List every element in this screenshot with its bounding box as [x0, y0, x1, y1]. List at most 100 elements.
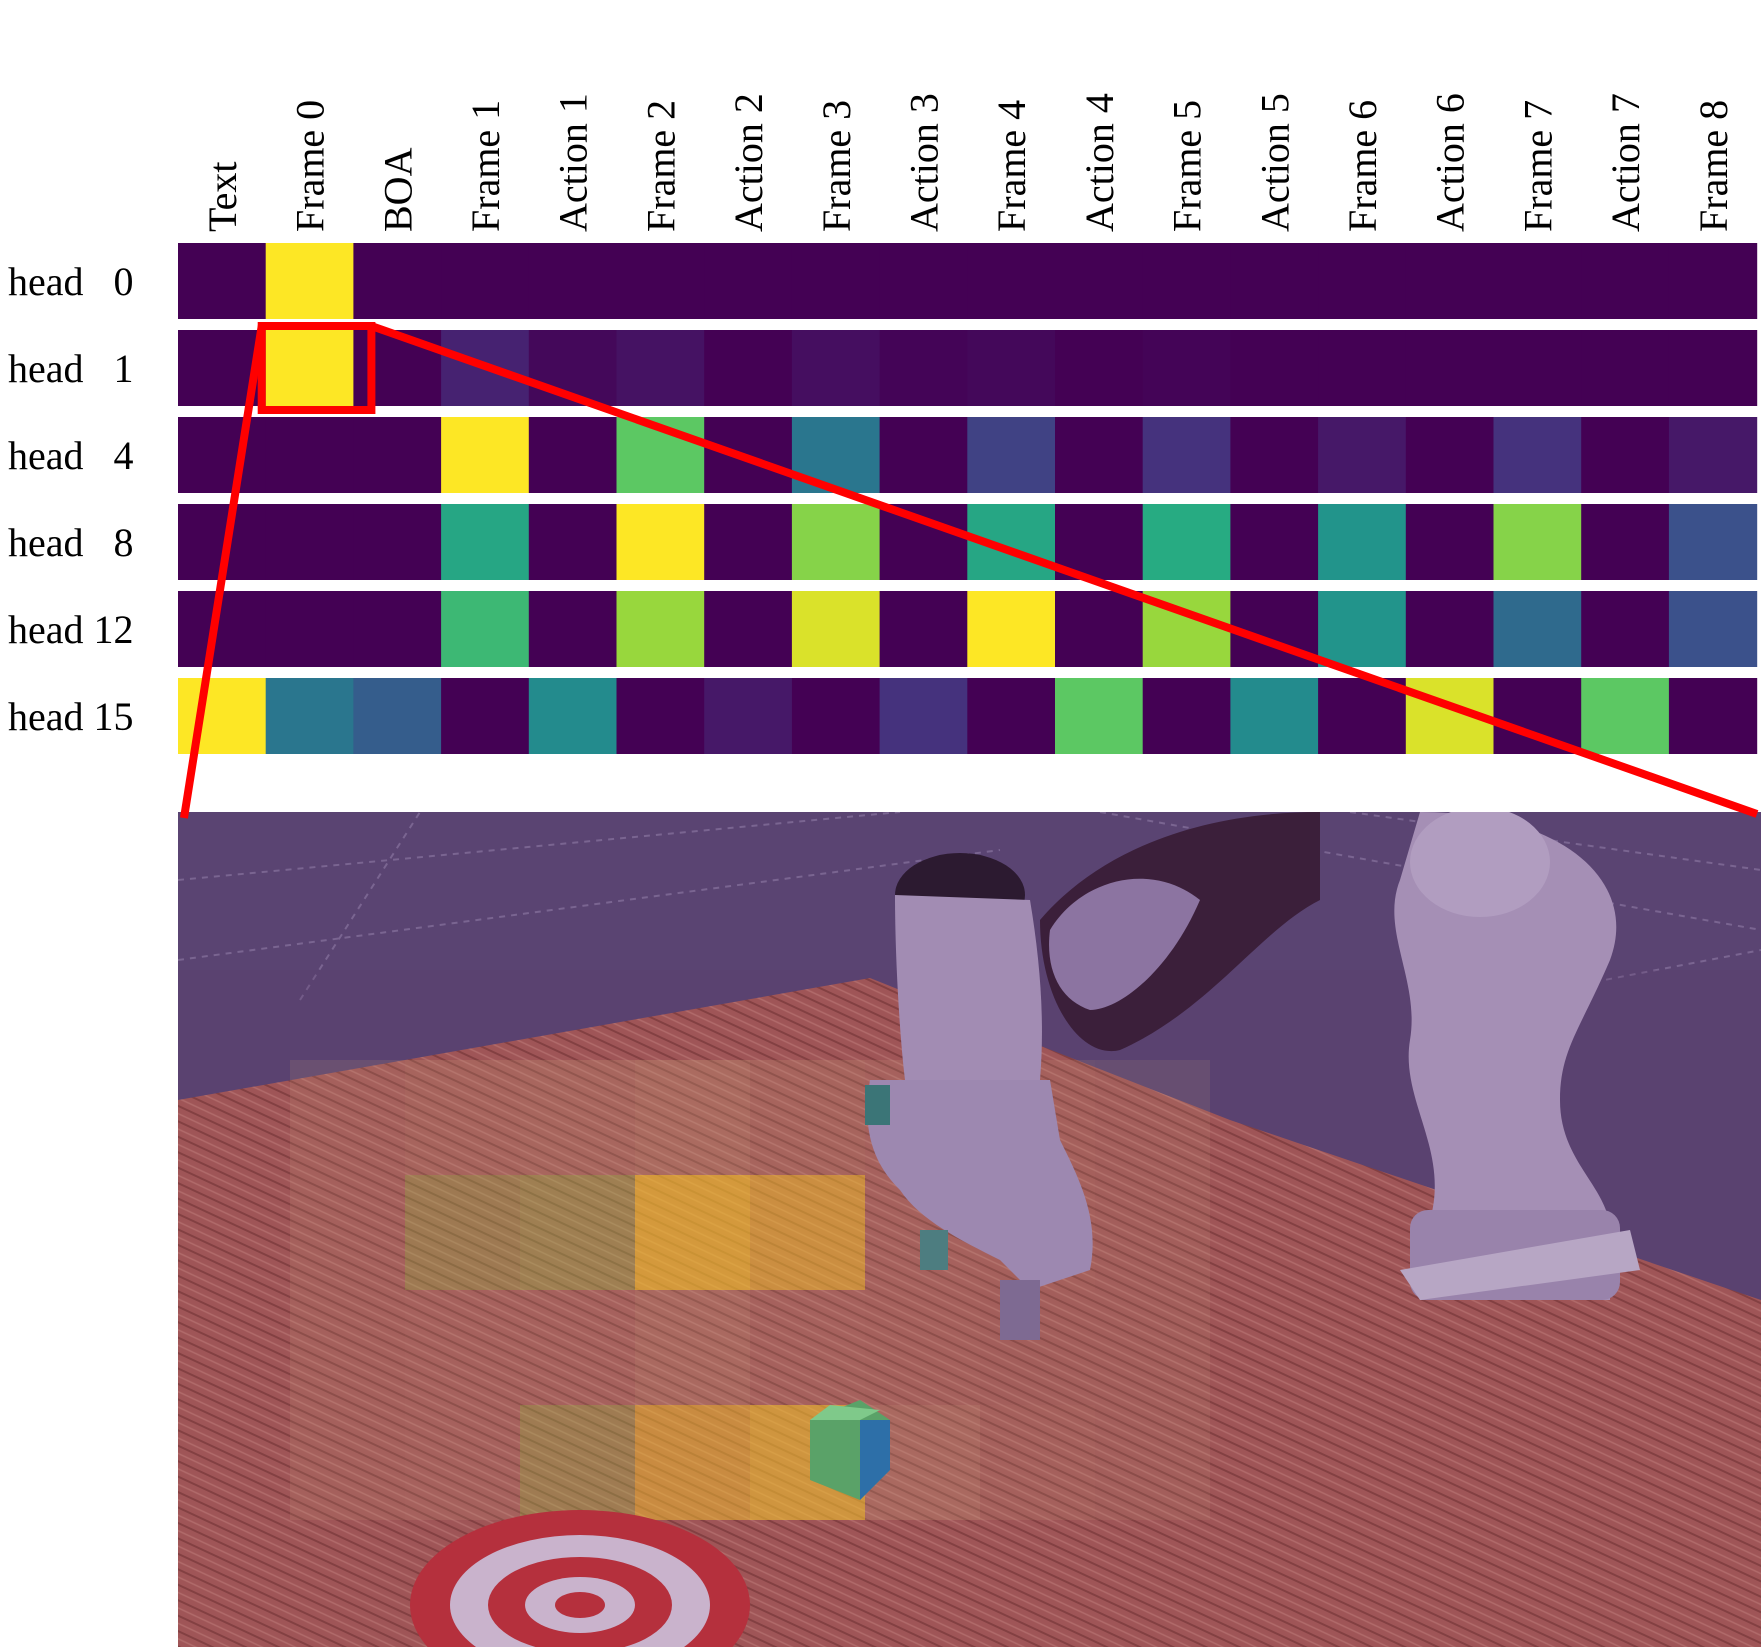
- heatmap-cell: [1493, 417, 1582, 493]
- attention-patch: [635, 1405, 750, 1520]
- target-marker: [410, 1510, 750, 1647]
- heatmap-cell: [1318, 678, 1407, 754]
- heatmap-cell: [178, 678, 267, 754]
- zoom-line-right: [370, 322, 1759, 818]
- heatmap-cell: [791, 330, 881, 406]
- attention-patch: [290, 1290, 405, 1405]
- heatmap-cell: [967, 678, 1056, 754]
- heatmap-cell: [1142, 330, 1231, 406]
- heatmap-cell: [879, 330, 968, 406]
- column-labels: Text Frame 0 BOA Frame 1 Action 1 Frame 2 Acti…: [200, 93, 1736, 232]
- zoom-callout: [180, 322, 1759, 819]
- table: [178, 978, 1761, 1647]
- robot-scene-inset: [178, 812, 1761, 1647]
- heatmap: [178, 243, 1758, 754]
- column-label: Action 3: [901, 93, 946, 232]
- row-label: head 8: [8, 520, 134, 565]
- heatmap-cell: [967, 330, 1056, 406]
- attention-patch: [290, 1175, 405, 1290]
- heatmap-cell: [1142, 504, 1231, 580]
- heatmap-cell: [1318, 591, 1407, 667]
- heatmap-cell: [1405, 504, 1495, 580]
- attention-patch: [865, 1290, 980, 1405]
- heatmap-cell: [265, 243, 354, 319]
- heatmap-cell: [1055, 678, 1144, 754]
- heatmap-cell: [1668, 330, 1758, 406]
- heatmap-cell: [704, 330, 793, 406]
- row-label: head 12: [8, 607, 134, 652]
- attention-patch: [1095, 1060, 1210, 1175]
- attention-patch: [750, 1290, 865, 1405]
- heatmap-cell: [1055, 504, 1144, 580]
- heatmap-cell: [1581, 330, 1670, 406]
- attention-patch-grid: [290, 1060, 1210, 1520]
- attention-patch: [290, 1405, 405, 1520]
- column-label: Action 2: [726, 93, 771, 232]
- heatmap-cell: [265, 330, 354, 406]
- attention-patch: [520, 1060, 635, 1175]
- attention-patch: [750, 1060, 865, 1175]
- heatmap-cell: [528, 243, 618, 319]
- attention-patch: [1095, 1290, 1210, 1405]
- heatmap-cell: [791, 591, 881, 667]
- attention-patch: [635, 1060, 750, 1175]
- row-label: head 15: [8, 694, 134, 739]
- attention-patch: [1095, 1405, 1210, 1520]
- heatmap-cell: [1668, 591, 1758, 667]
- attention-patch: [405, 1060, 520, 1175]
- attention-patch: [520, 1290, 635, 1405]
- heatmap-cell: [1493, 591, 1582, 667]
- heatmap-cell: [1493, 504, 1582, 580]
- heatmap-cell: [265, 591, 354, 667]
- heatmap-cell: [1318, 417, 1407, 493]
- heatmap-cell: [1581, 591, 1670, 667]
- heatmap-cell: [1230, 330, 1319, 406]
- heatmap-cell: [879, 417, 968, 493]
- heatmap-cell: [1668, 417, 1758, 493]
- heatmap-cell: [879, 504, 968, 580]
- attention-patch: [635, 1290, 750, 1405]
- heatmap-cell: [967, 591, 1056, 667]
- heatmap-cell: [528, 417, 618, 493]
- row-label: head 4: [8, 433, 134, 478]
- heatmap-cell: [1142, 417, 1231, 493]
- heatmap-cell: [265, 678, 354, 754]
- heatmap-cell: [1055, 243, 1144, 319]
- heatmap-cell: [791, 678, 881, 754]
- heatmap-cell: [1055, 330, 1144, 406]
- heatmap-cell: [1142, 678, 1231, 754]
- robot-arm-front: [865, 812, 1320, 1340]
- heatmap-cell: [1493, 330, 1582, 406]
- column-label: Text: [200, 161, 245, 232]
- heatmap-cell: [879, 591, 968, 667]
- heatmap-cell: [704, 243, 793, 319]
- heatmap-cell: [441, 678, 530, 754]
- heatmap-cell: [178, 243, 267, 319]
- heatmap-cell: [616, 678, 705, 754]
- heatmap-cell: [353, 591, 442, 667]
- heatmap-cell: [879, 678, 968, 754]
- heatmap-cell: [353, 504, 442, 580]
- cube: [810, 1400, 890, 1500]
- heatmap-cell: [791, 504, 881, 580]
- heatmap-cell: [1668, 504, 1758, 580]
- column-label: Action 7: [1603, 93, 1648, 232]
- heatmap-cell: [1055, 591, 1144, 667]
- heatmap-cell: [1405, 417, 1495, 493]
- column-label: Frame 1: [463, 100, 508, 232]
- column-label: Frame 5: [1165, 100, 1210, 232]
- column-label: Frame 8: [1691, 100, 1736, 232]
- heatmap-cell: [1318, 243, 1407, 319]
- column-label: Frame 7: [1515, 100, 1560, 232]
- heatmap-cell: [967, 243, 1056, 319]
- heatmap-cell: [704, 504, 793, 580]
- heatmap-cell: [1230, 243, 1319, 319]
- attention-patch: [405, 1405, 520, 1520]
- attention-patch: [520, 1175, 635, 1290]
- attention-patch: [635, 1175, 750, 1290]
- zoom-line-left: [180, 325, 266, 819]
- heatmap-cell: [616, 504, 705, 580]
- heatmap-cell: [528, 678, 618, 754]
- robot-arm-back: [1394, 812, 1640, 1300]
